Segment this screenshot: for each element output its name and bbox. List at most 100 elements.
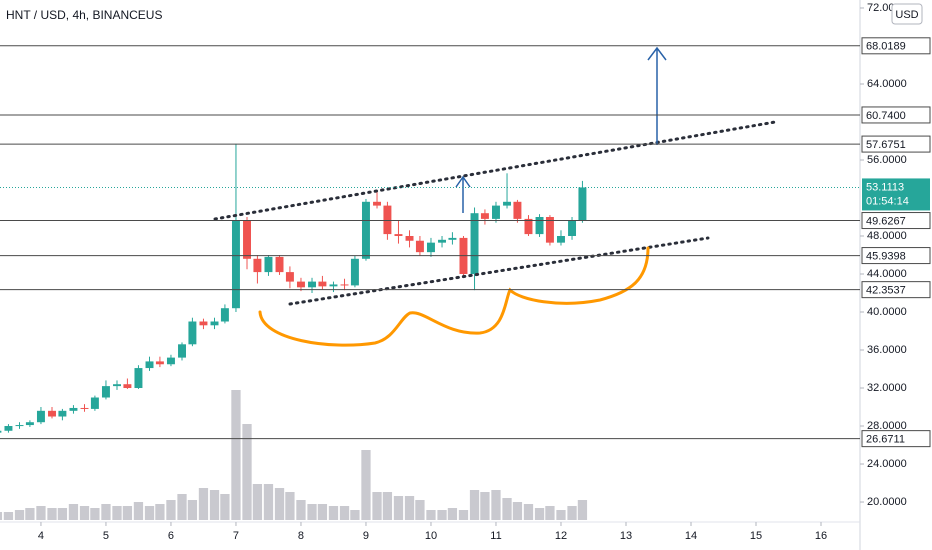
candle-body [220,308,229,322]
candle-body [296,281,305,288]
volume-bar [112,506,122,520]
countdown-label: 01:54:14 [866,195,909,207]
candle-body [480,213,489,219]
y-tick-label: 36.0000 [867,344,907,356]
y-tick-label: 24.0000 [867,458,907,470]
volume-bar [187,500,198,520]
level-label-box [861,106,931,124]
volume-bar [242,424,252,520]
level-label: 57.6751 [866,139,906,151]
candle-body [199,321,208,326]
volume-bar [328,506,339,520]
volume-bar [155,504,165,520]
chart-title: HNT / USD, 4h, BINANCEUS [6,8,162,22]
volume-bar [47,508,57,520]
current-price-label: 53.1113 [866,181,904,193]
drawings [213,46,777,347]
volume-bar [339,506,350,520]
y-tick-label: 20.0000 [867,496,907,508]
x-tick-label: 12 [555,530,567,542]
volume-bar [285,492,295,520]
candle-body [285,272,294,282]
y-tick-label: 28.0000 [867,420,907,432]
level-label: 45.9398 [866,250,906,262]
level-label: 42.3537 [866,285,906,297]
volume-bar [404,496,415,520]
candle-body [178,344,186,358]
candle-body [318,281,327,287]
volume-bar [36,506,46,520]
volume-bar [534,508,545,520]
volume-bar [372,492,382,520]
x-tick-label: 15 [750,530,762,542]
candle-body [275,256,284,273]
candle-body [155,361,164,365]
level-label-box [861,37,931,55]
volume-bar [502,498,512,520]
volume-bar [198,488,209,520]
candle-body [394,234,403,236]
candle-body [48,410,56,417]
volume-bar [101,504,111,520]
x-tick-label: 9 [363,530,369,542]
volume-bar [447,508,458,520]
candle-body [243,220,251,259]
candle-body [231,220,240,309]
freehand-curve [258,246,650,347]
x-tick-label: 8 [298,530,304,542]
volume-bar [545,506,555,520]
volume-bar [263,484,274,520]
candle-body [210,321,219,326]
volume-bar [577,500,588,520]
level-label-box [861,430,931,448]
volume-bar [79,506,90,520]
volume-bar [68,504,79,520]
trend-line [213,120,777,221]
volume-bar [122,506,133,520]
candle-body [329,284,338,287]
level-label-box [861,212,931,230]
volume-bar [0,512,3,520]
volume-bar [231,390,241,520]
volume-bar [382,492,393,520]
x-tick-label: 4 [38,530,44,542]
candle-body [253,258,262,273]
volume-bar [177,494,187,520]
x-tick-label: 11 [490,530,501,542]
y-tick-label: 40.0000 [867,306,907,318]
volume-bar [252,484,263,520]
candle-body [264,256,273,273]
candle-body [58,410,67,417]
volume-bar [296,500,306,520]
volume-bar [220,494,230,520]
candle-body [0,430,2,433]
y-tick-label: 48.0000 [867,230,907,242]
candle-body [373,201,382,206]
candle-body [503,201,512,206]
volume-bar [491,490,501,520]
volume-bar [556,510,566,520]
candle-body [80,407,89,409]
candle-body [535,216,544,235]
candle-body [545,216,554,243]
candle-body [438,239,447,243]
y-tick-label: 44.0000 [867,268,907,280]
candle-body [405,235,414,241]
volume-bar [469,490,480,520]
currency-box [891,3,923,25]
candle-body [113,384,121,387]
level-label-box [861,281,931,299]
candle-body [448,237,457,240]
candle-body [166,357,175,365]
candle-body [470,213,479,275]
volume-bar [133,502,144,520]
candle-body [36,410,45,423]
x-tick-label: 13 [620,530,632,542]
candle-body [25,422,34,426]
volume-bar [25,508,35,520]
y-tick-label: 56.0000 [867,154,907,166]
volume-bar [415,500,425,520]
x-tick-label: 7 [233,530,239,542]
volume-bar [307,504,317,520]
volume-bar [361,450,371,520]
